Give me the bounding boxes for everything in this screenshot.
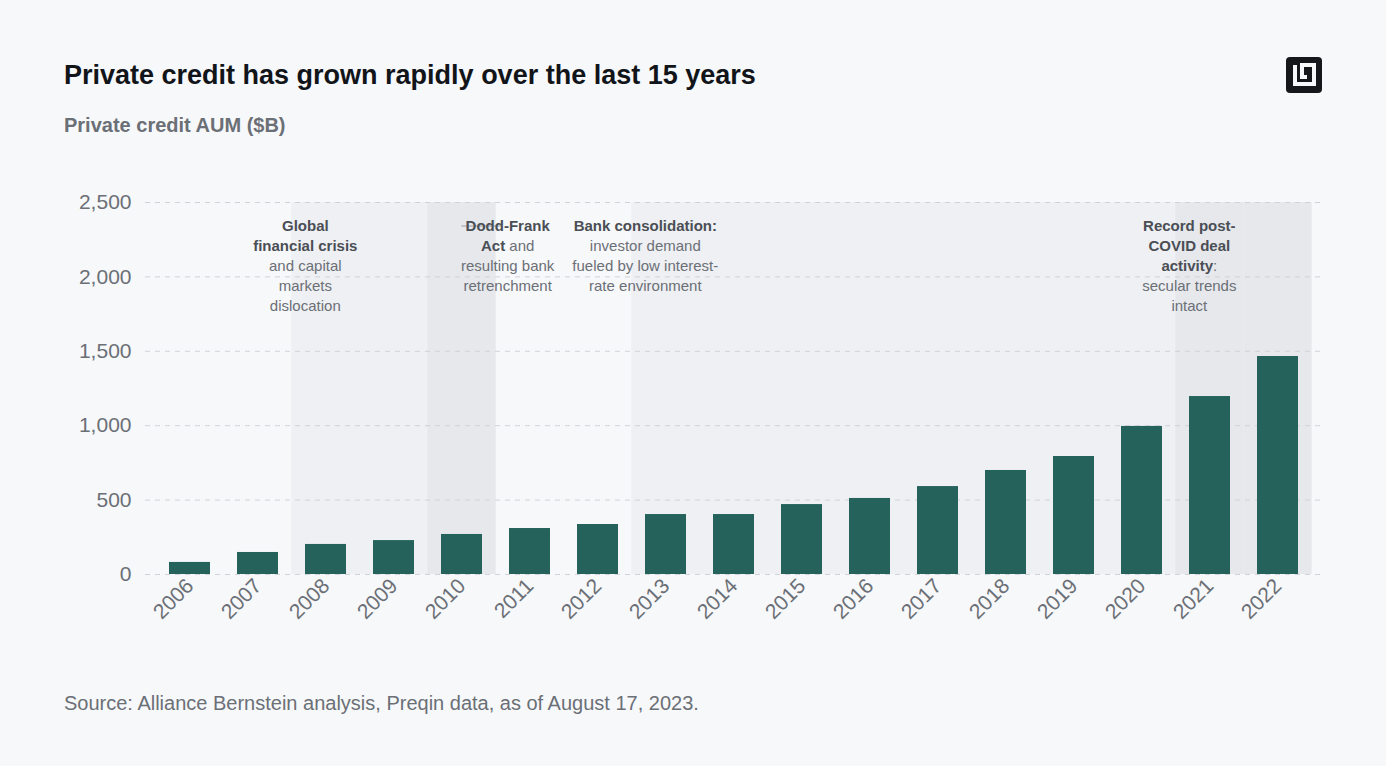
svg-text:2015: 2015	[760, 574, 809, 623]
svg-text:2014: 2014	[692, 574, 742, 624]
svg-text:2010: 2010	[420, 574, 469, 623]
svg-text:2020: 2020	[1100, 574, 1149, 623]
svg-text:dislocation: dislocation	[270, 297, 341, 314]
svg-text:1,500: 1,500	[79, 339, 132, 362]
svg-text:fueled by low interest-: fueled by low interest-	[572, 257, 718, 274]
svg-text:Dodd-Frank: Dodd-Frank	[466, 217, 551, 234]
svg-text:2013: 2013	[624, 574, 673, 623]
svg-text:markets: markets	[279, 277, 332, 294]
svg-text:2011: 2011	[489, 574, 537, 622]
svg-text:2012: 2012	[556, 574, 605, 623]
svg-text:2006: 2006	[148, 574, 197, 623]
svg-text:and capital: and capital	[269, 257, 342, 274]
svg-text:2007: 2007	[216, 574, 265, 623]
svg-text:activity:: activity:	[1161, 257, 1217, 274]
svg-text:2021: 2021	[1168, 574, 1217, 623]
svg-text:2018: 2018	[964, 574, 1013, 623]
svg-text:investor demand: investor demand	[590, 237, 701, 254]
svg-text:2,000: 2,000	[79, 265, 132, 288]
svg-text:2022: 2022	[1236, 574, 1285, 623]
svg-text:Record post-: Record post-	[1143, 217, 1236, 234]
svg-text:2,500: 2,500	[79, 190, 132, 213]
svg-text:1,000: 1,000	[79, 413, 132, 436]
svg-text:2017: 2017	[896, 574, 945, 623]
svg-text:2016: 2016	[828, 574, 877, 623]
svg-text:0: 0	[120, 562, 132, 585]
svg-text:retrenchment: retrenchment	[463, 277, 552, 294]
svg-text:2009: 2009	[352, 574, 401, 623]
svg-text:financial crisis: financial crisis	[253, 237, 357, 254]
svg-text:Act and: Act and	[481, 237, 534, 254]
svg-text:COVID deal: COVID deal	[1148, 237, 1230, 254]
svg-text:Global: Global	[282, 217, 329, 234]
svg-text:500: 500	[96, 488, 131, 511]
svg-text:2008: 2008	[284, 574, 333, 623]
svg-text:rate environment: rate environment	[589, 277, 702, 294]
html-text:Private credit has grown rapid: Private credit has grown rapidly over th…	[64, 60, 756, 90]
svg-text:intact: intact	[1171, 297, 1208, 314]
svg-text:secular trends: secular trends	[1142, 277, 1236, 294]
svg-text:2019: 2019	[1032, 574, 1081, 623]
html-text:Source: Alliance Bernstein ana: Source: Alliance Bernstein analysis, Pre…	[64, 692, 699, 714]
html-text:Private credit AUM ($B): Private credit AUM ($B)	[64, 114, 286, 136]
svg-text:Bank consolidation:: Bank consolidation:	[574, 217, 717, 234]
svg-text:resulting bank: resulting bank	[461, 257, 555, 274]
